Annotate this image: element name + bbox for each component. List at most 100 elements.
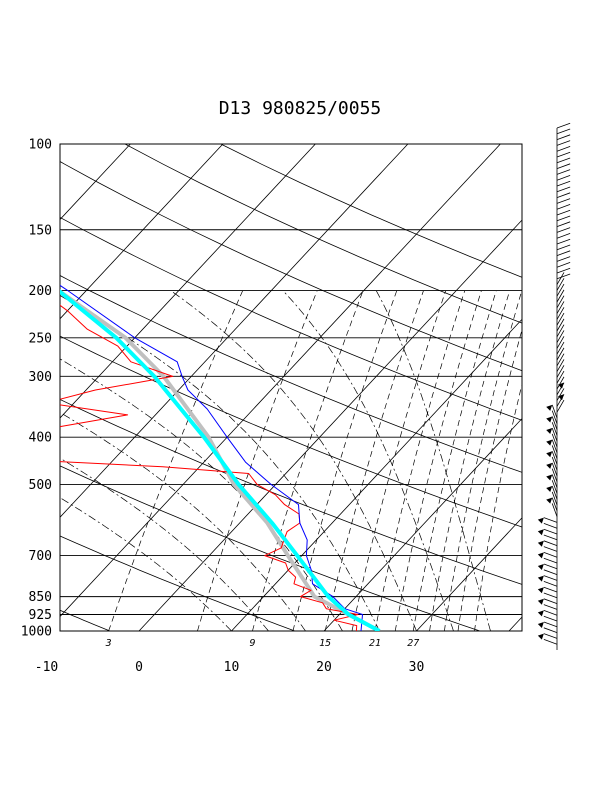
mixing-ratio-line: [252, 290, 364, 631]
wind-barb: [551, 404, 558, 419]
mixing-ratio-line: [412, 290, 497, 631]
wind-barb: [556, 192, 571, 198]
wind-barb: [551, 445, 558, 459]
pressure-axis-labels: 100 150 200 250 300 400 500 700 850 925 1000: [21, 138, 52, 640]
sounding-line: [60, 304, 359, 631]
wind-barb: [556, 180, 571, 187]
wind-barb: [556, 256, 571, 262]
wind-barbs: [537, 122, 571, 650]
wind-barb: [543, 592, 558, 599]
wind-barb: [556, 227, 571, 233]
mixing-ratio-line: [474, 383, 522, 631]
wind-barb: [556, 347, 565, 361]
wind-barb: [551, 491, 558, 506]
wind-barb: [551, 433, 558, 448]
mixing-ratio-line: [394, 290, 482, 631]
wind-barb: [556, 163, 571, 169]
wind-barb: [556, 209, 571, 216]
wind-barb: [543, 569, 558, 575]
wind-barb: [556, 278, 565, 291]
pressure-tick-label: 250: [29, 331, 52, 346]
temperature-tick-label: 30: [409, 660, 425, 675]
temperature-tick-label: 10: [224, 660, 240, 675]
isotherm: [60, 144, 316, 419]
wind-pennant: [537, 622, 544, 629]
wind-barb: [556, 341, 565, 355]
pressure-tick-label: 300: [29, 370, 52, 385]
mixing-ratio-line: [351, 290, 447, 631]
pressure-tick-label: 925: [29, 608, 52, 623]
wind-barb: [556, 244, 571, 251]
isotherm: [60, 144, 409, 518]
wind-barb: [551, 474, 558, 488]
wind-pennant: [546, 451, 553, 458]
wind-barb: [556, 376, 565, 390]
moist-adiabat: [60, 457, 269, 631]
wind-barb: [543, 639, 558, 645]
wind-pennant: [537, 552, 544, 559]
wind-pennant: [546, 486, 553, 493]
pressure-tick-label: 100: [29, 138, 52, 153]
sounding-line: [60, 289, 381, 631]
wind-pennant: [546, 416, 553, 423]
wind-barb: [556, 250, 571, 256]
isotherm: [138, 219, 522, 631]
wind-barb: [556, 307, 565, 320]
wind-barb: [543, 598, 558, 604]
wind-pennant: [537, 529, 544, 536]
wind-pennant: [546, 474, 553, 481]
temperature-axis-labels: -10 0 10 20 30: [35, 660, 425, 675]
wind-pennant: [546, 462, 553, 469]
sounding-line: [60, 289, 381, 631]
wind-barb: [551, 451, 558, 465]
wind-pennant: [546, 428, 553, 435]
wind-barb: [543, 610, 558, 616]
wind-pennant: [546, 439, 553, 446]
pressure-tick-label: 700: [29, 549, 52, 564]
wind-barb: [543, 546, 558, 552]
dry-adiabat: [60, 398, 522, 585]
wind-barb: [556, 295, 565, 308]
wind-pennant: [537, 587, 544, 594]
dry-adiabat: [60, 216, 522, 421]
temperature-tick-label: 0: [135, 660, 143, 675]
wind-barb: [543, 563, 558, 570]
dry-adiabat: [60, 609, 111, 631]
wind-barb: [556, 128, 571, 135]
wind-barb: [556, 324, 565, 337]
mixing-ratio-line: [108, 290, 244, 631]
pressure-tick-label: 200: [29, 284, 52, 299]
wind-barb: [543, 627, 558, 633]
pressure-tick-label: 500: [29, 478, 52, 493]
wind-barb: [556, 233, 571, 239]
wind-barb: [556, 175, 571, 181]
wind-barb: [556, 283, 565, 297]
mixing-ratio-line: [443, 290, 522, 631]
mixing-ratio-label: 27: [407, 638, 419, 649]
wind-barb: [551, 422, 558, 436]
wind-pennant: [537, 633, 544, 640]
isotherm: [323, 417, 522, 631]
wind-barb: [543, 517, 558, 523]
mixing-ratio-labels: 3 9 15 21 27: [105, 638, 420, 649]
wind-barb: [551, 439, 558, 453]
wind-barb: [556, 359, 565, 372]
dry-adiabat: [60, 465, 481, 631]
mixing-ratio-line: [374, 290, 466, 631]
wind-barb: [551, 485, 558, 500]
temperature-tick-label: 20: [316, 660, 332, 675]
wind-barb: [556, 151, 571, 158]
pressure-tick-label: 1000: [21, 625, 52, 640]
mixing-ratio-line: [292, 290, 398, 631]
dry-adiabat: [60, 335, 522, 528]
mixing-ratio-label: 21: [369, 638, 381, 649]
isotherm: [508, 616, 522, 631]
wind-barb: [543, 633, 558, 639]
sounding-profiles: [60, 284, 381, 631]
mixing-ratio-label: 3: [105, 638, 112, 649]
dry-adiabat: [60, 161, 522, 372]
wind-barb: [556, 186, 571, 193]
pressure-tick-label: 850: [29, 590, 52, 605]
dry-adiabat: [60, 275, 522, 473]
